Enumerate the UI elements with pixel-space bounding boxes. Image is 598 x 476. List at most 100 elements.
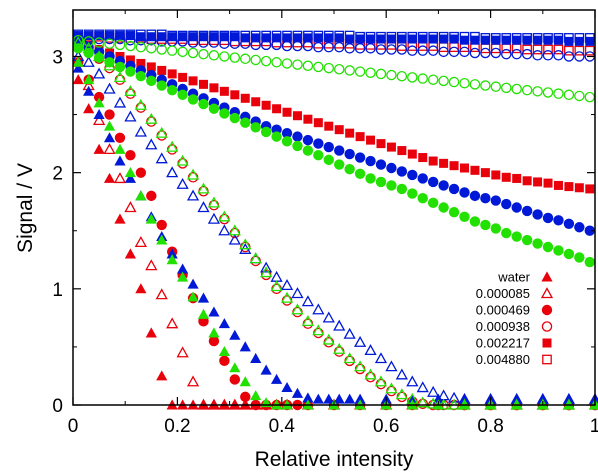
data-point bbox=[376, 139, 386, 149]
data-point bbox=[260, 266, 273, 278]
data-point bbox=[470, 165, 480, 175]
data-point bbox=[250, 352, 262, 364]
data-point bbox=[324, 33, 334, 43]
data-point bbox=[157, 65, 167, 75]
data-point bbox=[199, 79, 208, 89]
data-point bbox=[219, 32, 229, 42]
data-point bbox=[365, 31, 376, 42]
data-point bbox=[439, 34, 449, 44]
data-point bbox=[344, 148, 355, 160]
data-point bbox=[480, 193, 491, 204]
data-point bbox=[553, 88, 564, 99]
data-point bbox=[323, 154, 334, 166]
data-point bbox=[333, 319, 346, 331]
data-point bbox=[113, 96, 127, 108]
data-point bbox=[146, 43, 157, 54]
data-point bbox=[438, 31, 449, 42]
data-point bbox=[427, 176, 439, 188]
data-point bbox=[533, 177, 543, 187]
legend-label: 0.000085 bbox=[476, 286, 530, 301]
data-point bbox=[94, 29, 104, 40]
data-point bbox=[406, 393, 418, 404]
data-point bbox=[114, 74, 126, 85]
x-axis-label: Relative intensity bbox=[255, 448, 414, 471]
data-point bbox=[178, 32, 188, 42]
data-point bbox=[469, 190, 481, 202]
data-point bbox=[344, 30, 355, 41]
data-point bbox=[156, 29, 167, 40]
legend-marker bbox=[540, 287, 554, 299]
data-point bbox=[282, 107, 292, 117]
data-point bbox=[448, 46, 460, 58]
data-point bbox=[480, 35, 490, 45]
data-point bbox=[395, 388, 408, 400]
data-point bbox=[407, 169, 418, 181]
data-point bbox=[145, 327, 157, 338]
data-point bbox=[563, 89, 575, 101]
data-point bbox=[313, 118, 323, 128]
data-point bbox=[428, 31, 439, 42]
data-point bbox=[521, 84, 533, 96]
data-point bbox=[270, 280, 283, 292]
data-point bbox=[114, 143, 126, 154]
data-point bbox=[251, 33, 261, 43]
data-point bbox=[208, 306, 220, 317]
data-point bbox=[157, 32, 167, 42]
data-point bbox=[146, 75, 157, 87]
data-point bbox=[542, 241, 554, 253]
data-point bbox=[459, 31, 470, 42]
data-point bbox=[104, 109, 115, 120]
data-point bbox=[354, 168, 366, 180]
data-point bbox=[376, 34, 386, 44]
data-point bbox=[250, 122, 261, 133]
data-point bbox=[416, 381, 429, 393]
data-point bbox=[250, 54, 261, 66]
data-point bbox=[281, 136, 293, 147]
data-point bbox=[407, 149, 417, 159]
data-point bbox=[574, 222, 585, 233]
data-point bbox=[427, 397, 440, 409]
data-point bbox=[219, 355, 230, 367]
data-point bbox=[292, 33, 302, 43]
data-point bbox=[543, 44, 553, 55]
data-point bbox=[302, 392, 314, 403]
data-point bbox=[532, 33, 543, 43]
data-point bbox=[197, 292, 210, 303]
data-point bbox=[83, 47, 94, 59]
data-point bbox=[312, 303, 325, 315]
data-point bbox=[92, 114, 106, 126]
legend-marker bbox=[542, 338, 552, 348]
data-point bbox=[229, 52, 241, 63]
data-point bbox=[428, 156, 438, 166]
data-point bbox=[198, 185, 209, 197]
data-point bbox=[281, 295, 293, 306]
data-point bbox=[522, 35, 532, 45]
axis-ticks: 0 0.2 0.4 0.6 0.8 1 0 1 2 3 bbox=[52, 10, 598, 437]
data-point bbox=[125, 29, 136, 40]
data-point bbox=[490, 195, 502, 206]
data-point bbox=[511, 33, 522, 43]
data-point bbox=[480, 33, 491, 43]
data-point bbox=[280, 291, 294, 303]
data-point bbox=[501, 82, 512, 94]
data-point bbox=[83, 29, 94, 40]
data-point bbox=[375, 159, 387, 170]
data-point bbox=[230, 90, 240, 100]
data-point bbox=[271, 30, 282, 41]
data-point bbox=[199, 32, 208, 42]
data-point bbox=[533, 35, 543, 45]
data-point bbox=[167, 69, 177, 79]
data-point bbox=[511, 83, 522, 95]
data-point bbox=[292, 111, 302, 121]
x-tick-label: 0.8 bbox=[477, 416, 503, 437]
data-point bbox=[312, 393, 324, 404]
data-point bbox=[228, 224, 241, 236]
data-point bbox=[334, 33, 344, 43]
data-point bbox=[343, 352, 356, 364]
data-point bbox=[459, 77, 470, 89]
data-point bbox=[449, 161, 459, 171]
data-point bbox=[208, 327, 220, 338]
data-point bbox=[260, 364, 272, 375]
data-point bbox=[146, 32, 156, 42]
